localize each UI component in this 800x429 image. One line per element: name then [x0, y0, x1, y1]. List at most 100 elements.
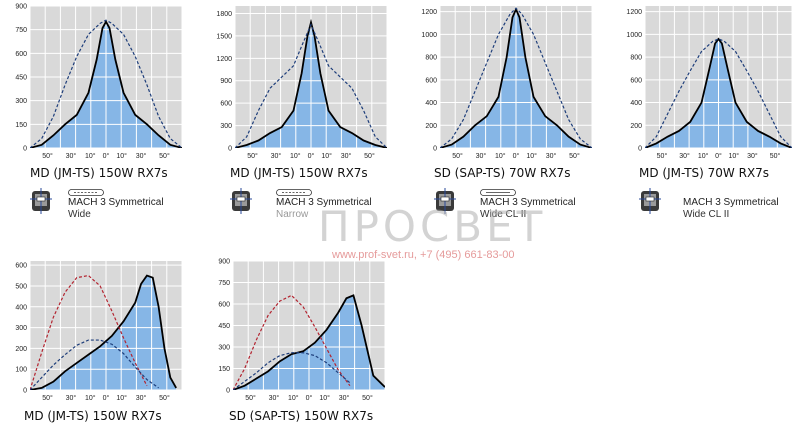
chart-2-ytick-label: 300	[220, 123, 232, 130]
chart-6-ytick-label: 450	[218, 323, 230, 330]
chart-1-legend-line2: Wide	[68, 209, 91, 220]
chart-5-ytick-label: 0	[23, 388, 27, 395]
chart-3-title: SD (SAP-TS) 70W RX7s	[434, 166, 571, 180]
reflector-lamp-icon	[434, 188, 456, 214]
chart-3-ytick-label: 800	[425, 55, 437, 62]
chart-5-xtick-label: 10°	[116, 394, 127, 402]
photometric-chart-2: 0 300 600 900 1200 1500 1800 50° 30° 10° 0° 10° 30° 5…	[205, 0, 395, 230]
chart-3-ytick-label: 200	[425, 123, 437, 130]
chart-2-ytick-label: 0	[228, 146, 232, 153]
chart-3-xtick-label: 0°	[513, 152, 520, 160]
chart-5-series-1-line	[30, 274, 177, 390]
chart-5-xtick-label: 50°	[42, 394, 53, 402]
chart-5-series-2-line	[30, 274, 148, 390]
chart-1-legend: MACH 3 Symmetrical Wide	[30, 188, 190, 224]
chart-5-ytick-label: 600	[15, 263, 27, 270]
chart-6-ytick-label: 900	[218, 259, 230, 266]
chart-3-xtick-label: 50°	[569, 152, 580, 160]
chart-1-xtick-label: 10°	[116, 152, 127, 160]
chart-2-xtick-label: 0°	[308, 152, 315, 160]
chart-4-xtick-label: 0°	[715, 152, 722, 160]
chart-4-legend-line1: MACH 3 Symmetrical	[683, 197, 779, 208]
chart-4-title: MD (JM-TS) 70W RX7s	[639, 166, 770, 180]
chart-1-legend-line1: MACH 3 Symmetrical	[68, 197, 164, 208]
chart-3-legend-line2: Wide CL II	[480, 209, 527, 220]
chart-4-ytick-label: 0	[638, 146, 642, 153]
tube-lamp-icon	[68, 189, 104, 196]
chart-4-series-2-line	[645, 38, 792, 148]
chart-4-xtick-label: 50°	[657, 152, 668, 160]
chart-6-title: SD (SAP-TS) 150W RX7s	[229, 409, 374, 423]
chart-2-ytick-label: 600	[220, 101, 232, 108]
reflector-lamp-icon	[230, 188, 252, 214]
watermark-contact: www.prof-svet.ru, +7 (495) 661-83-00	[332, 249, 515, 261]
chart-1-xtick-label: 30°	[66, 152, 77, 160]
chart-3-svg: 0 200 400 600 800 1000 1200 50° 30° 10° 0° 10° 30° 50…	[421, 6, 593, 160]
chart-1-ytick-label: 750	[15, 27, 27, 34]
chart-5-ytick-label: 300	[15, 325, 27, 332]
watermark-brand: ПРОСВЕТ	[318, 202, 547, 251]
chart-1-ytick-label: 900	[15, 4, 27, 11]
chart-6-ytick-label: 750	[218, 280, 230, 287]
chart-6-series-1-line	[233, 294, 385, 390]
chart-6-ytick-label: 0	[226, 388, 230, 395]
chart-5-xtick-label: 30°	[66, 394, 77, 402]
chart-4-legend: MACH 3 Symmetrical Wide CL II	[639, 188, 799, 224]
chart-6-xtick-label: 10°	[288, 394, 299, 402]
chart-3-ytick-label: 0	[433, 146, 437, 153]
chart-6-ytick-label: 600	[218, 302, 230, 309]
chart-2-legend-line1: MACH 3 Symmetrical	[276, 197, 372, 208]
reflector-lamp-icon	[639, 188, 661, 214]
chart-5-series-1-area	[30, 275, 177, 390]
chart-2-ytick-label: 900	[220, 78, 232, 85]
chart-2-series-2-line	[235, 23, 387, 148]
chart-4-ytick-label: 600	[630, 77, 642, 84]
chart-2-xtick-label: 50°	[247, 152, 258, 160]
chart-1-svg: 0 150 300 450 600 750 900 50° 30° 10° 0° 10° 30° 50°	[15, 4, 183, 160]
chart-2-series-1-line	[235, 18, 387, 148]
chart-3-legend-line1: MACH 3 Symmetrical	[480, 197, 576, 208]
chart-1-series-2-line	[30, 19, 182, 148]
reflector-lamp-icon	[30, 188, 52, 214]
chart-4-ytick-label: 800	[630, 55, 642, 62]
chart-3-ytick-label: 1000	[421, 32, 437, 39]
chart-5-svg: 0 100 200 300 400 500 600 50° 30° 10° 0° 10° 30° 50°	[15, 261, 183, 402]
chart-3-xtick-label: 50°	[452, 152, 463, 160]
chart-1-series-1-line	[30, 19, 182, 148]
chart-5-ytick-label: 400	[15, 304, 27, 311]
chart-3-ytick-label: 1200	[421, 9, 437, 16]
chart-2-xtick-label: 10°	[321, 152, 332, 160]
watermark: ПРОСВЕТ www.prof-svet.ru, +7 (495) 661-8…	[318, 202, 558, 262]
chart-6-svg: 0 150 300 450 600 750 900 50° 30° 10° 0° 10° 30° 50°	[218, 259, 386, 402]
chart-6-ytick-label: 150	[218, 366, 230, 373]
chart-5-ytick-label: 500	[15, 283, 27, 290]
chart-3-series-2-line	[440, 7, 592, 148]
chart-3-xtick-label: 30°	[546, 152, 557, 160]
chart-4-ytick-label: 1000	[626, 32, 642, 39]
chart-3-xtick-label: 30°	[476, 152, 487, 160]
chart-3-series-1-line	[440, 7, 592, 148]
chart-4-xtick-label: 10°	[698, 152, 709, 160]
chart-4-svg: 0 200 400 600 800 1000 1200 50° 30° 10° 0° 10° 30° 50…	[626, 6, 793, 160]
chart-1-xtick-label: 50°	[42, 152, 53, 160]
photometric-chart-3: 0 200 400 600 800 1000 1200 50° 30° 10° 0° 10° 30° 50…	[410, 0, 600, 230]
chart-1-ytick-label: 0	[23, 146, 27, 153]
chart-5-series-3-line	[30, 339, 159, 390]
chart-3-xtick-label: 10°	[526, 152, 537, 160]
chart-2-svg: 0 300 600 900 1200 1500 1800 50° 30° 10° 0° 10° 30° 5…	[216, 6, 388, 160]
tube-lamp-icon	[276, 189, 312, 196]
chart-4-legend-line2: Wide CL II	[683, 209, 730, 220]
chart-4-ytick-label: 400	[630, 100, 642, 107]
chart-3-legend: MACH 3 Symmetrical Wide CL II	[434, 188, 600, 224]
chart-1-xtick-label: 30°	[136, 152, 147, 160]
chart-2-xtick-label: 10°	[290, 152, 301, 160]
chart-6-xtick-label: 50°	[362, 394, 373, 402]
chart-1-title: MD (JM-TS) 150W RX7s	[30, 166, 168, 180]
chart-2-xtick-label: 30°	[271, 152, 282, 160]
chart-5-xtick-label: 30°	[136, 394, 147, 402]
chart-1-xtick-label: 0°	[103, 152, 110, 160]
chart-1-xtick-label: 50°	[159, 152, 170, 160]
chart-6-series-3-line	[233, 352, 351, 390]
chart-6-xtick-label: 30°	[339, 394, 350, 402]
photometric-chart-4: 0 200 400 600 800 1000 1200 50° 30° 10° 0° 10° 30° 50…	[615, 0, 800, 230]
